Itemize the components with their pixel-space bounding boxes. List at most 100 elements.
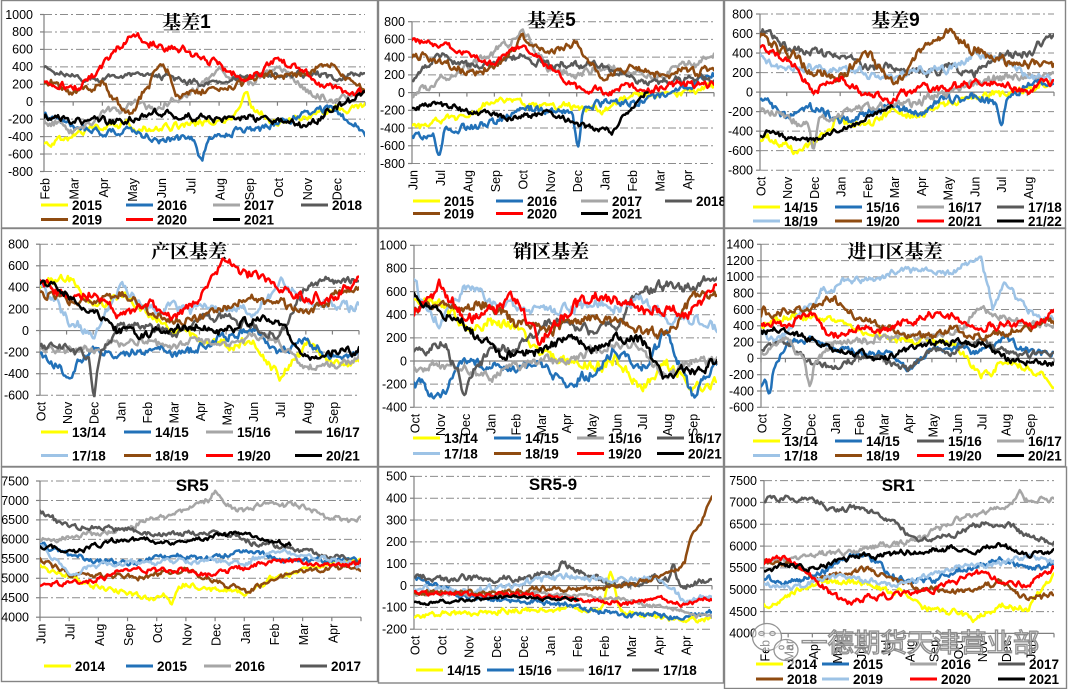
svg-text:Sep: Sep xyxy=(243,178,257,200)
svg-text:200: 200 xyxy=(732,66,753,80)
svg-text:Jun: Jun xyxy=(35,624,49,644)
svg-text:5: 5 xyxy=(565,10,576,31)
svg-text:Mar: Mar xyxy=(888,177,902,199)
svg-text:19/20: 19/20 xyxy=(866,214,900,229)
svg-text:Feb: Feb xyxy=(853,414,867,436)
svg-text:2021: 2021 xyxy=(244,212,275,227)
svg-text:2015: 2015 xyxy=(853,657,884,672)
svg-text:2016: 2016 xyxy=(941,657,972,672)
svg-text:0: 0 xyxy=(400,354,407,368)
svg-text:Apr: Apr xyxy=(652,636,666,655)
svg-text:2015: 2015 xyxy=(444,194,475,209)
svg-text:Apr: Apr xyxy=(679,636,693,655)
svg-text:Jan: Jan xyxy=(114,402,128,422)
svg-text:2020: 2020 xyxy=(527,206,557,221)
svg-text:Oct: Oct xyxy=(409,635,423,655)
svg-text:800: 800 xyxy=(732,7,753,21)
svg-text:Jun: Jun xyxy=(951,414,965,434)
svg-text:2019: 2019 xyxy=(853,672,883,687)
svg-text:Jun: Jun xyxy=(247,402,261,422)
svg-text:-200: -200 xyxy=(8,112,33,126)
svg-text:100: 100 xyxy=(386,557,407,571)
svg-text:Apr: Apr xyxy=(326,624,340,643)
svg-text:-400: -400 xyxy=(380,121,405,135)
svg-text:6500: 6500 xyxy=(1,513,29,527)
svg-text:600: 600 xyxy=(732,27,753,41)
svg-text:-200: -200 xyxy=(380,104,405,118)
svg-text:Sep: Sep xyxy=(686,414,700,436)
svg-text:1: 1 xyxy=(200,12,211,33)
svg-text:Aug: Aug xyxy=(661,414,675,436)
svg-text:Nov: Nov xyxy=(463,635,477,658)
svg-text:Nov: Nov xyxy=(180,623,194,646)
svg-text:17/18: 17/18 xyxy=(72,448,106,463)
svg-text:800: 800 xyxy=(386,262,407,276)
svg-text:Aug: Aug xyxy=(1022,177,1036,199)
svg-text:May: May xyxy=(926,413,940,437)
svg-text:5500: 5500 xyxy=(729,561,757,575)
svg-text:Apr: Apr xyxy=(681,170,695,189)
svg-text:Jul: Jul xyxy=(184,178,198,194)
svg-text:4500: 4500 xyxy=(729,605,757,619)
svg-text:Apr: Apr xyxy=(194,402,208,421)
svg-text:14/15: 14/15 xyxy=(155,425,189,440)
svg-text:Oct: Oct xyxy=(516,169,530,189)
svg-text:Aug: Aug xyxy=(214,178,228,200)
svg-text:0: 0 xyxy=(747,352,754,366)
svg-text:Mar: Mar xyxy=(535,414,549,436)
svg-text:400: 400 xyxy=(384,50,405,64)
svg-text:14/15: 14/15 xyxy=(525,431,559,446)
svg-text:-200: -200 xyxy=(729,368,754,382)
svg-text:Apr: Apr xyxy=(560,414,574,433)
svg-text:600: 600 xyxy=(733,303,754,317)
svg-text:2017: 2017 xyxy=(244,198,274,213)
svg-text:2016: 2016 xyxy=(157,198,188,213)
svg-text:Nov: Nov xyxy=(61,401,75,424)
svg-text:-600: -600 xyxy=(729,401,754,415)
svg-text:-400: -400 xyxy=(729,384,754,398)
svg-text:Oct: Oct xyxy=(755,176,769,196)
svg-text:Jan: Jan xyxy=(829,414,843,434)
svg-text:2018: 2018 xyxy=(696,194,727,209)
svg-text:0: 0 xyxy=(398,86,405,100)
svg-text:16/17: 16/17 xyxy=(326,425,360,440)
svg-text:Dec: Dec xyxy=(571,170,585,192)
svg-text:18/19: 18/19 xyxy=(866,448,900,463)
svg-text:17/18: 17/18 xyxy=(1028,200,1062,215)
svg-text:600: 600 xyxy=(12,43,33,57)
svg-text:-200: -200 xyxy=(382,377,407,391)
svg-text:Jan: Jan xyxy=(544,636,558,656)
svg-text:20/21: 20/21 xyxy=(1028,448,1062,463)
svg-text:Dec: Dec xyxy=(808,177,822,199)
svg-text:Jul: Jul xyxy=(274,402,288,418)
svg-text:14/15: 14/15 xyxy=(447,663,481,678)
svg-text:200: 200 xyxy=(384,68,405,82)
svg-text:SR5-9: SR5-9 xyxy=(529,475,577,494)
svg-text:2015: 2015 xyxy=(157,659,188,674)
svg-text:0: 0 xyxy=(22,324,29,338)
svg-text:7000: 7000 xyxy=(1,494,29,508)
svg-text:15/16: 15/16 xyxy=(237,425,271,440)
svg-text:-200: -200 xyxy=(4,345,29,359)
svg-text:Mar: Mar xyxy=(654,170,668,192)
svg-text:5000: 5000 xyxy=(1,572,29,586)
svg-text:Dec: Dec xyxy=(459,414,473,436)
svg-text:1000: 1000 xyxy=(379,239,407,253)
svg-text:0: 0 xyxy=(400,579,407,593)
svg-text:4000: 4000 xyxy=(729,627,757,641)
svg-text:Apr: Apr xyxy=(97,178,111,197)
svg-text:-600: -600 xyxy=(4,389,29,403)
svg-text:Feb: Feb xyxy=(39,178,53,200)
svg-text:-400: -400 xyxy=(728,124,753,138)
svg-text:Feb: Feb xyxy=(141,402,155,424)
svg-text:15/16: 15/16 xyxy=(866,200,900,215)
svg-text:17/18: 17/18 xyxy=(444,446,478,461)
svg-text:Mar: Mar xyxy=(68,178,82,200)
svg-text:Jun: Jun xyxy=(407,170,421,190)
svg-text:2018: 2018 xyxy=(332,198,363,213)
svg-text:600: 600 xyxy=(384,33,405,47)
svg-text:Aug: Aug xyxy=(93,624,107,646)
svg-text:Feb: Feb xyxy=(598,636,612,658)
svg-text:Jul: Jul xyxy=(995,177,1009,193)
svg-text:Apr: Apr xyxy=(902,414,916,433)
